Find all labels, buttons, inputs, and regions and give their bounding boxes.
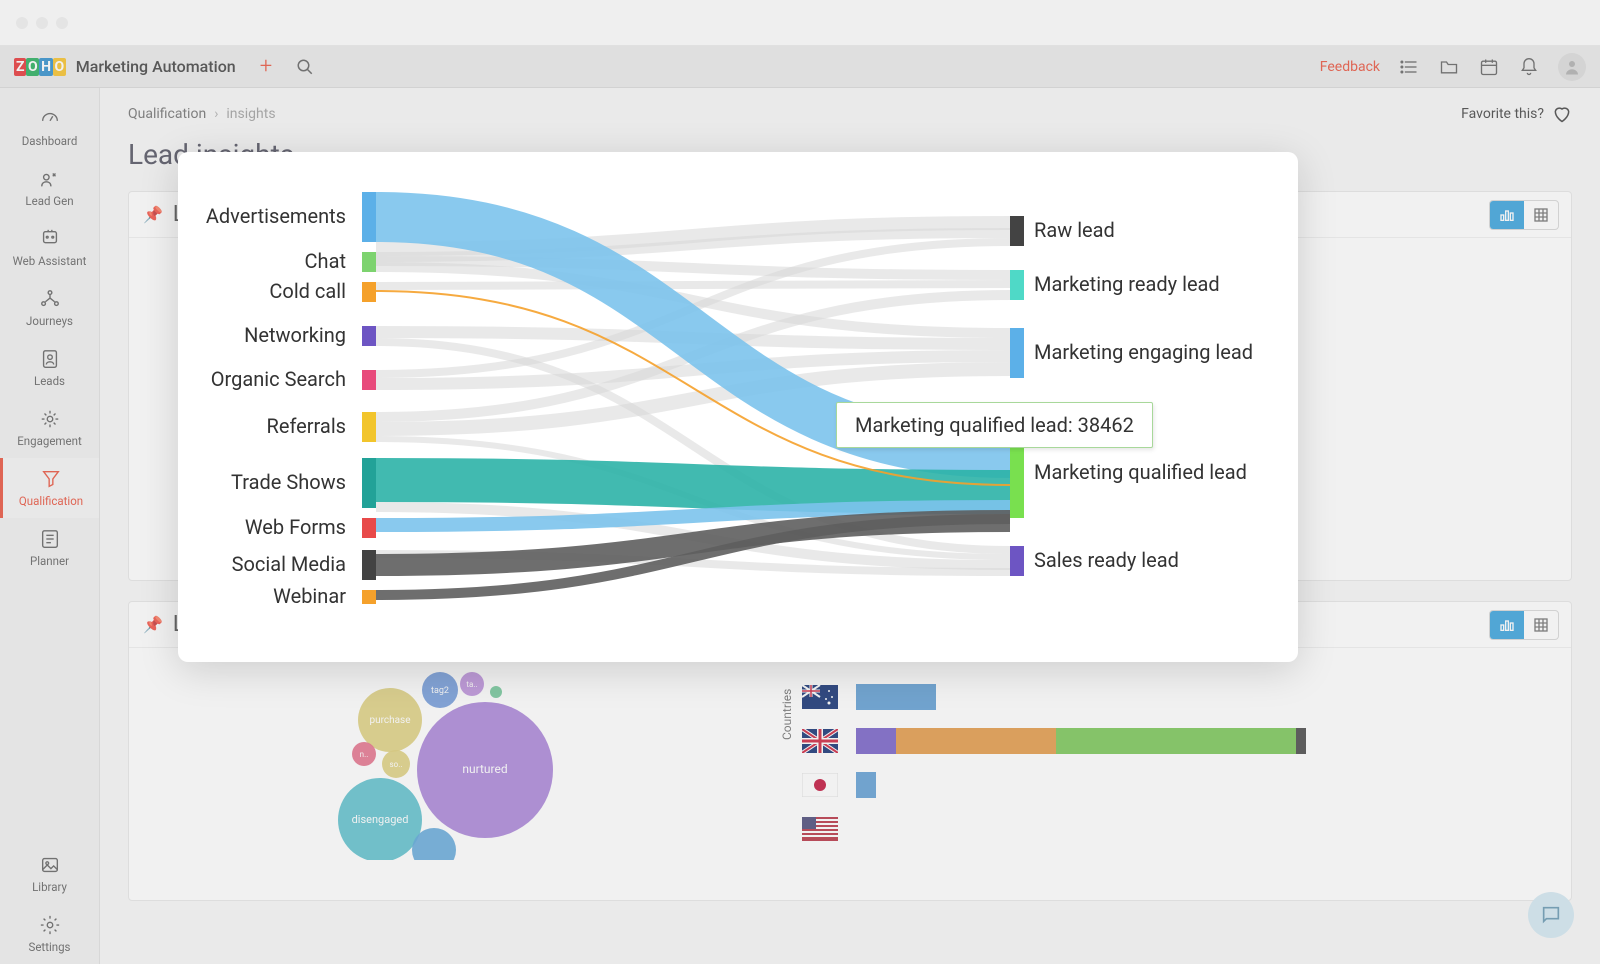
svg-text:Referrals: Referrals [267,414,346,438]
svg-text:Chat: Chat [305,249,346,273]
svg-text:Organic Search: Organic Search [211,367,346,391]
svg-text:Marketing engaging lead: Marketing engaging lead [1034,340,1253,364]
svg-text:Networking: Networking [244,323,346,347]
svg-text:Social Media: Social Media [232,552,346,576]
svg-text:Raw lead: Raw lead [1034,218,1115,242]
svg-text:Marketing qualified lead: Marketing qualified lead [1034,460,1247,484]
svg-text:Web Forms: Web Forms [245,515,346,539]
svg-text:Webinar: Webinar [273,584,346,608]
svg-text:Advertisements: Advertisements [206,204,346,228]
svg-text:Trade Shows: Trade Shows [231,470,346,494]
sankey-tooltip: Marketing qualified lead: 38462 [836,402,1153,448]
svg-text:Marketing ready lead: Marketing ready lead [1034,272,1220,296]
sankey-chart: Advertisements Chat Cold call Networking Org… [178,152,1298,662]
svg-text:Sales ready lead: Sales ready lead [1034,548,1179,572]
svg-text:Cold call: Cold call [269,279,346,303]
